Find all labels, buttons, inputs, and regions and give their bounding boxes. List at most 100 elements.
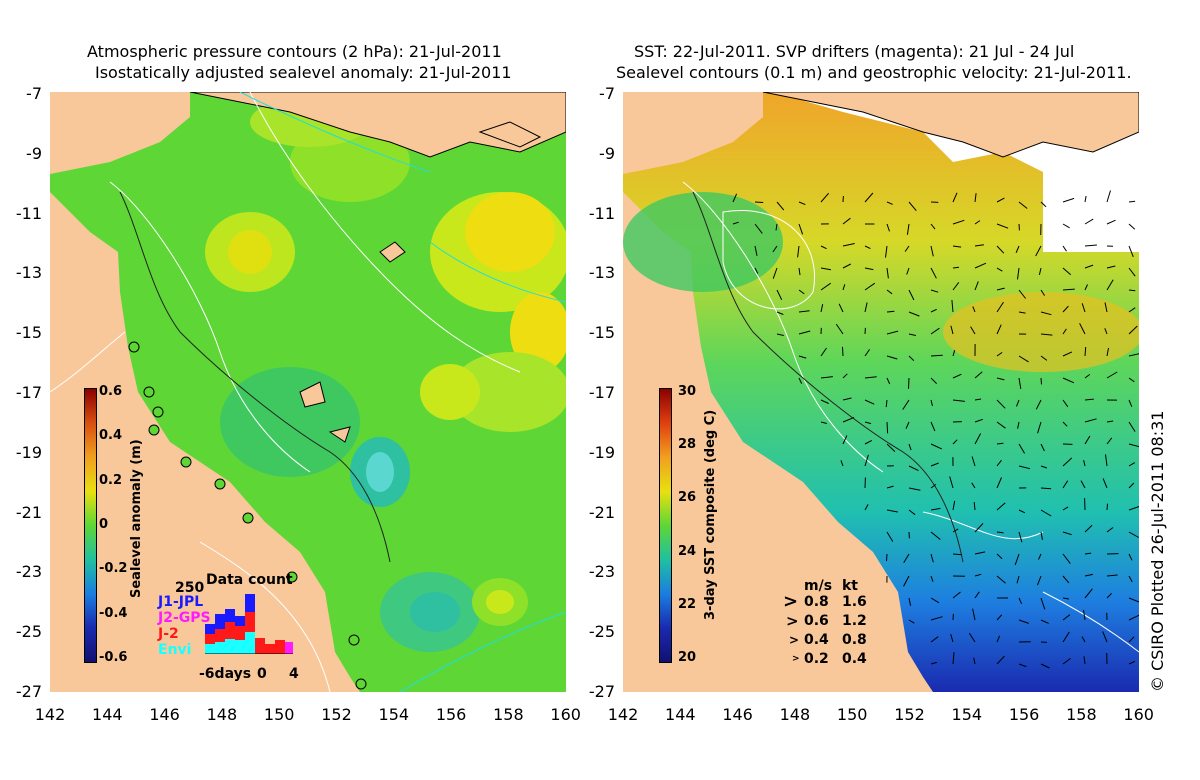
velocity-arrow: [952, 266, 960, 269]
colorbar-tick-label: 24: [678, 543, 697, 559]
lon-tick-label: 158: [493, 705, 524, 724]
velocity-arrow: [996, 459, 1002, 467]
velocity-arrow: [1128, 377, 1135, 383]
velocity-arrow: [835, 323, 844, 335]
velocity-arrow: [886, 485, 894, 489]
velocity-arrow: [1017, 421, 1020, 429]
velocity-arrow: [952, 652, 955, 665]
velocity-arrow: [1084, 284, 1088, 291]
velocity-arrow: [974, 433, 982, 445]
velocity-arrow: [1106, 219, 1116, 225]
velocity-arrow: [996, 614, 1003, 621]
velocity-arrow: [864, 454, 869, 467]
velocity-arrow: [996, 301, 1004, 313]
velocity-arrow: [908, 597, 912, 606]
velocity-arrow: [886, 223, 890, 232]
velocity-arrow: [1018, 663, 1027, 668]
velocity-arrow: [754, 201, 764, 203]
velocity-arrow: [952, 281, 960, 291]
velocity-legend-arrow-icon: >: [786, 612, 799, 630]
velocity-arrow: [1040, 443, 1045, 452]
velocity-arrow: [820, 282, 831, 291]
velocity-arrow: [974, 193, 977, 203]
velocity-arrow: [1040, 201, 1047, 208]
velocity-arrow: [905, 421, 910, 429]
velocity-header-kt: kt: [842, 578, 859, 594]
velocity-arrow: [930, 661, 937, 665]
velocity-arrow: [974, 262, 987, 269]
velocity-arrow: [1128, 660, 1136, 665]
velocity-arrow: [776, 333, 784, 336]
velocity-arrow: [1106, 420, 1114, 423]
velocity-arrow: [1040, 465, 1048, 469]
velocity-arrow: [904, 245, 910, 252]
velocity-arrow: [908, 333, 917, 336]
velocity-arrow: [930, 483, 937, 489]
velocity-arrow: [949, 476, 954, 489]
velocity-arrow: [930, 553, 934, 563]
velocity-arrow: [1062, 421, 1068, 427]
velocity-arrow: [732, 221, 739, 225]
velocity-arrow: [1016, 399, 1020, 407]
lon-tick-label: 146: [149, 705, 180, 724]
colorbar-tick-label: -0.6: [99, 650, 128, 665]
velocity-arrow: [1080, 480, 1086, 489]
lat-tick-label: -11: [15, 203, 42, 223]
velocity-arrow: [972, 608, 976, 621]
lon-tick-label: 154: [951, 705, 983, 724]
legend-j2-gps: J2-GPS: [158, 610, 211, 626]
velocity-arrow: [864, 192, 874, 203]
lat-tick-label: -11: [588, 203, 615, 223]
velocity-arrow: [1084, 573, 1093, 577]
velocity-arrow: [1105, 454, 1108, 467]
velocity-arrow: [1035, 399, 1042, 410]
lon-tick-label: 150: [836, 705, 868, 724]
velocity-arrow: [974, 551, 986, 555]
velocity-arrow: [996, 575, 1006, 584]
velocity-arrow: [1018, 531, 1023, 543]
islands: [299, 121, 542, 443]
velocity-arrow: [1106, 265, 1116, 269]
data-count-x-end: 4: [289, 666, 299, 682]
velocity-arrow: [1018, 465, 1031, 470]
velocity-arrow: [996, 287, 1005, 291]
velocity-legend-ms: 0.6: [804, 613, 829, 629]
velocity-arrow: [1084, 398, 1094, 401]
velocity-arrow: [1062, 597, 1069, 600]
velocity-arrow: [930, 636, 939, 643]
velocity-arrow: [1062, 631, 1070, 643]
lat-tick-label: -15: [15, 323, 42, 343]
velocity-arrow: [1018, 619, 1029, 624]
lon-tick-label: 142: [607, 705, 639, 724]
velocity-arrow: [1062, 351, 1073, 357]
data-count-x-zero: 0: [257, 666, 267, 682]
velocity-arrow: [906, 267, 910, 275]
velocity-arrow: [1128, 245, 1134, 258]
velocity-arrow: [1079, 323, 1086, 335]
velocity-arrow: [1106, 574, 1118, 577]
velocity-arrow: [864, 245, 871, 250]
velocity-arrow: [1062, 305, 1069, 313]
colorbar-tick-label: 20: [678, 650, 697, 665]
velocity-arrow: [776, 311, 784, 315]
velocity-arrow: [930, 354, 943, 357]
lon-tick-label: 144: [665, 705, 696, 724]
velocity-arrow: [930, 245, 934, 257]
velocity-arrow: [1037, 421, 1042, 434]
velocity-arrow: [1084, 346, 1087, 357]
velocity-arrow: [1084, 218, 1094, 225]
velocity-arrow: [1062, 457, 1073, 467]
lat-tick-label: -7: [26, 84, 42, 103]
velocity-arrow: [930, 421, 936, 432]
velocity-arrow: [996, 635, 1001, 643]
velocity-arrow: [1128, 200, 1136, 203]
velocity-arrow: [951, 300, 954, 313]
velocity-arrow: [886, 377, 891, 385]
velocity-arrow: [1062, 575, 1070, 584]
velocity-arrow: [1014, 553, 1020, 566]
velocity-arrow: [1106, 190, 1111, 203]
velocity-arrows: [732, 190, 1139, 669]
velocity-arrow: [950, 325, 954, 335]
lon-tick-label: 160: [1123, 705, 1154, 724]
velocity-arrow: [797, 245, 800, 258]
